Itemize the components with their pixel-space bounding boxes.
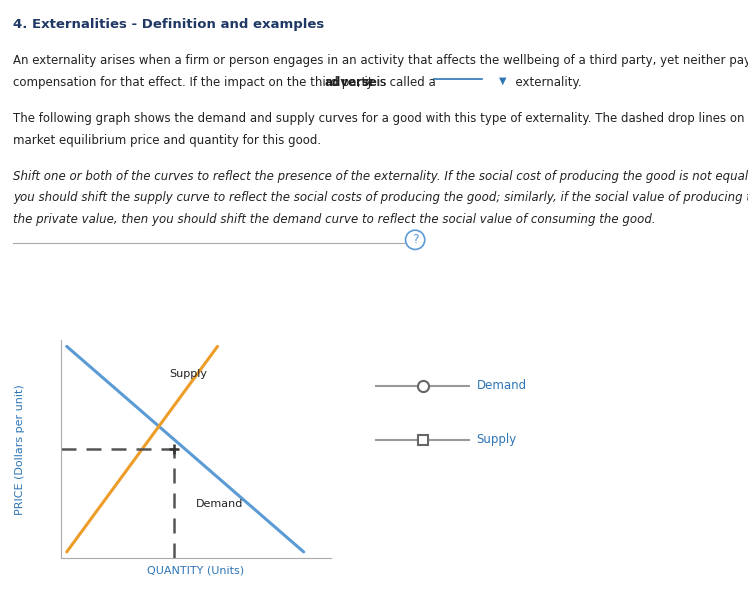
Text: Demand: Demand (196, 499, 243, 509)
Text: adverse: adverse (325, 76, 377, 89)
Text: the private value, then you should shift the demand curve to reflect the social : the private value, then you should shift… (13, 213, 656, 226)
Text: ?: ? (412, 233, 418, 246)
Text: The following graph shows the demand and supply curves for a good with this type: The following graph shows the demand and… (13, 112, 748, 125)
Text: market equilibrium price and quantity for this good.: market equilibrium price and quantity fo… (13, 134, 322, 147)
Text: , it is called a: , it is called a (358, 76, 436, 89)
Text: you should shift the supply curve to reflect the social costs of producing the g: you should shift the supply curve to ref… (13, 191, 748, 204)
Text: PRICE (Dollars per unit): PRICE (Dollars per unit) (15, 384, 25, 515)
Text: Shift one or both of the curves to reflect the presence of the externality. If t: Shift one or both of the curves to refle… (13, 170, 748, 183)
X-axis label: QUANTITY (Units): QUANTITY (Units) (147, 566, 245, 576)
Text: compensation for that effect. If the impact on the third party is: compensation for that effect. If the imp… (13, 76, 390, 89)
Text: Supply: Supply (476, 433, 517, 446)
Text: ▼: ▼ (499, 76, 506, 86)
Text: Demand: Demand (476, 379, 527, 392)
Text: 4. Externalities - Definition and examples: 4. Externalities - Definition and exampl… (13, 18, 325, 31)
Text: An externality arises when a firm or person engages in an activity that affects : An externality arises when a firm or per… (13, 54, 748, 67)
Text: Supply: Supply (169, 369, 207, 379)
Text: externality.: externality. (508, 76, 581, 89)
